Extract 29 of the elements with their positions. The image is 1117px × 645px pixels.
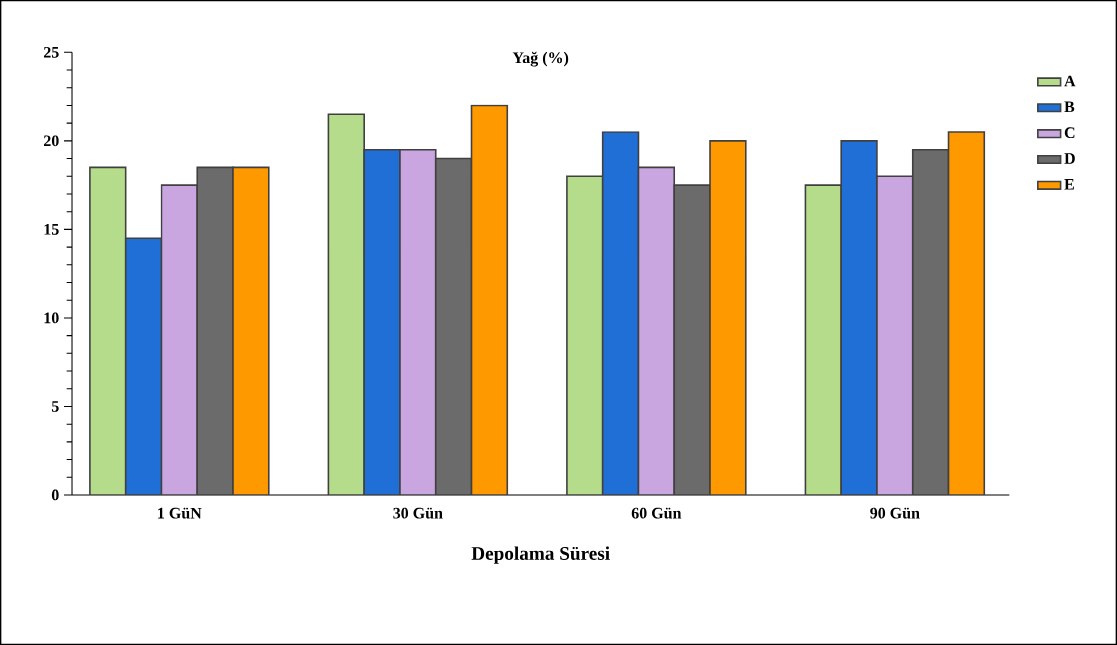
legend-label: C: [1064, 127, 1075, 139]
bar: [566, 175, 604, 495]
legend-label: D: [1064, 153, 1075, 164]
y-tick-label: 20: [43, 135, 59, 147]
x-tick-label: 90 Gün: [870, 507, 920, 519]
y-tick-label: 0: [51, 489, 59, 501]
bar: [911, 148, 950, 495]
bar: [196, 166, 234, 495]
bar: [232, 166, 270, 495]
chart-title: Yağ (%): [512, 51, 569, 67]
y-tick-label: 5: [51, 401, 59, 412]
legend-label: A: [1064, 75, 1076, 87]
bar: [89, 166, 127, 495]
bar: [804, 184, 842, 495]
bar: [673, 184, 711, 495]
legend-label: E: [1064, 179, 1074, 190]
y-tick-label: 25: [43, 46, 59, 58]
legend-label: B: [1064, 101, 1075, 113]
bar: [709, 140, 747, 495]
bar: [947, 131, 986, 495]
y-tick-label: 10: [44, 312, 59, 324]
bar: [434, 157, 473, 495]
x-tick-label: 1 GüN: [158, 507, 202, 519]
x-tick-label: 30 Gün: [393, 507, 443, 519]
x-axis-title: Depolama Süresi: [471, 546, 610, 564]
y-tick-label: 15: [44, 224, 59, 235]
bar: [470, 104, 509, 495]
x-tick-label: 60 Gün: [631, 507, 682, 519]
bar: [327, 113, 365, 495]
